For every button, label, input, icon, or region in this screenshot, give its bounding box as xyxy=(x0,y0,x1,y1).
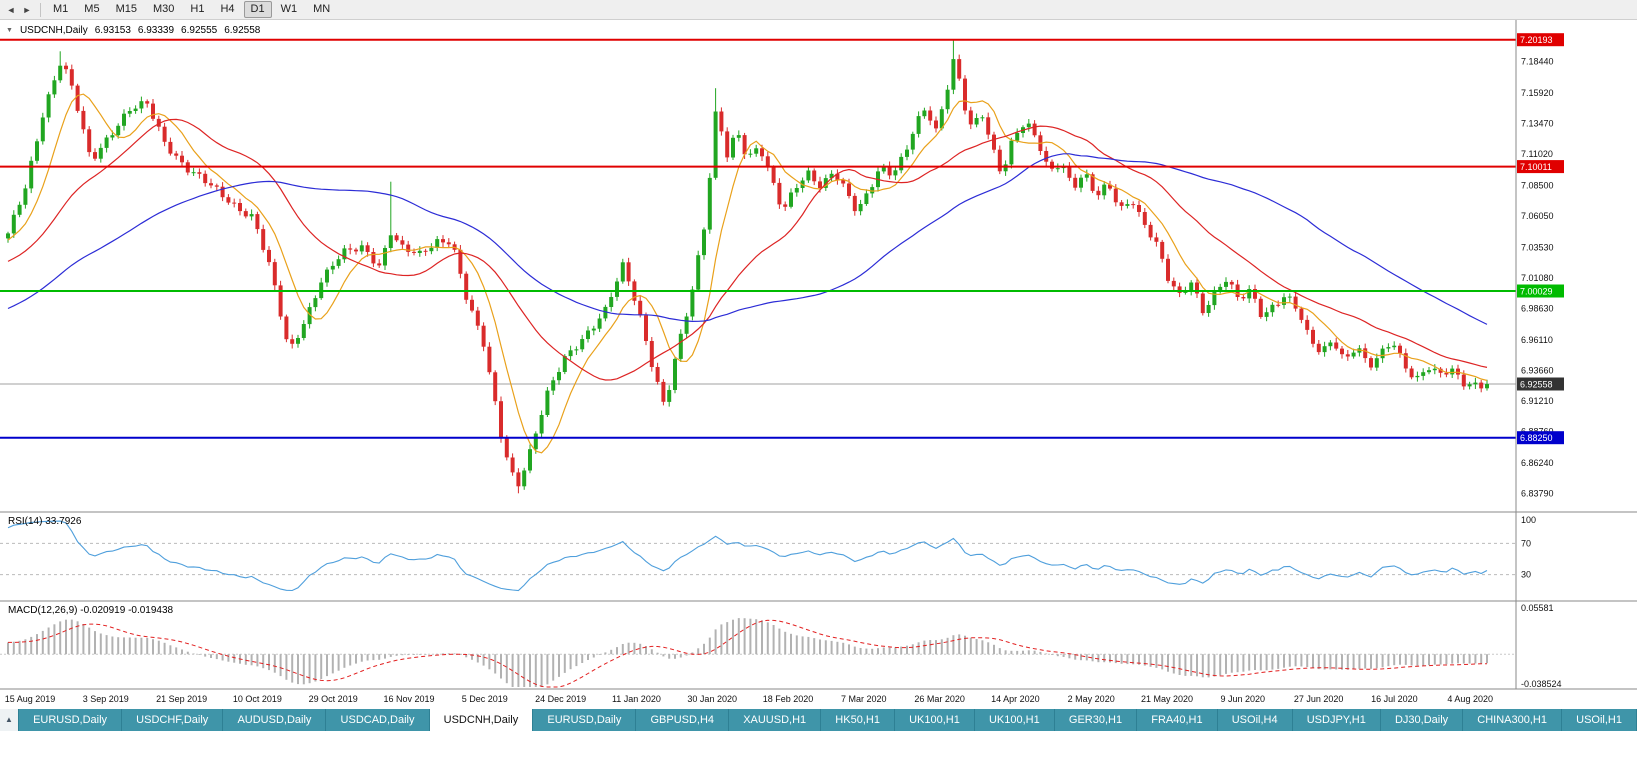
svg-text:24 Dec 2019: 24 Dec 2019 xyxy=(535,694,586,704)
svg-text:3 Sep 2019: 3 Sep 2019 xyxy=(83,694,129,704)
chart-tab-8[interactable]: XAUUSD,H1 xyxy=(729,709,822,731)
svg-text:27 Jun 2020: 27 Jun 2020 xyxy=(1294,694,1344,704)
svg-text:7.11020: 7.11020 xyxy=(1521,149,1553,159)
svg-text:6.96110: 6.96110 xyxy=(1521,335,1553,345)
chart-tab-10[interactable]: UK100,H1 xyxy=(895,709,975,731)
chart-tab-3[interactable]: AUDUSD,Daily xyxy=(223,709,327,731)
toolbar-separator xyxy=(40,2,41,17)
ma-mid-line xyxy=(7,118,1488,381)
svg-text:6.83790: 6.83790 xyxy=(1521,488,1554,498)
macd-panel: 0.05581 -0.038524 MACD(12,26,9) -0.020919 … xyxy=(0,603,1562,689)
chart-tab-12[interactable]: GER30,H1 xyxy=(1054,709,1138,731)
svg-text:21 May 2020: 21 May 2020 xyxy=(1141,694,1193,704)
svg-text:6.86240: 6.86240 xyxy=(1521,458,1554,468)
chart-tab-18[interactable]: USOil,H1 xyxy=(1562,709,1637,731)
svg-text:7.00029: 7.00029 xyxy=(1520,286,1553,296)
timeframe-button-m15[interactable]: M15 xyxy=(109,1,144,18)
chart-tab-7[interactable]: GBPUSD,H4 xyxy=(636,709,730,731)
chart-tab-17[interactable]: CHINA300,H1 xyxy=(1463,709,1563,731)
status-bar xyxy=(0,731,1637,762)
svg-text:14 Apr 2020: 14 Apr 2020 xyxy=(991,694,1040,704)
chart-tab-14[interactable]: USOil,H4 xyxy=(1217,709,1293,731)
candles-layer xyxy=(6,39,1489,494)
svg-text:9 Jun 2020: 9 Jun 2020 xyxy=(1221,694,1266,704)
svg-text:70: 70 xyxy=(1521,538,1531,548)
svg-text:2 May 2020: 2 May 2020 xyxy=(1068,694,1115,704)
chart-forward-icon[interactable]: ► xyxy=(19,1,35,19)
chart-tab-1[interactable]: EURUSD,Daily xyxy=(19,709,123,731)
chart-tab-4[interactable]: USDCAD,Daily xyxy=(326,709,430,731)
timeframe-button-m30[interactable]: M30 xyxy=(146,1,181,18)
svg-text:6.98630: 6.98630 xyxy=(1521,303,1554,313)
price-axis[interactable]: 7.18440 7.15920 7.13470 7.11020 7.08500 7.060… xyxy=(1517,33,1564,498)
chart-tab-11[interactable]: UK100,H1 xyxy=(974,709,1055,731)
svg-text:15 Aug 2019: 15 Aug 2019 xyxy=(5,694,56,704)
svg-text:-0.038524: -0.038524 xyxy=(1521,679,1562,689)
svg-text:30: 30 xyxy=(1521,570,1531,580)
top-toolbar: ◄ ► M1 M5 M15 M30 H1 H4 D1 W1 MN xyxy=(0,0,1637,20)
timeframe-button-mn[interactable]: MN xyxy=(306,1,337,18)
svg-text:10 Oct 2019: 10 Oct 2019 xyxy=(233,694,282,704)
svg-text:100: 100 xyxy=(1521,515,1536,525)
timeframe-button-h4[interactable]: H4 xyxy=(213,1,241,18)
svg-text:7.06050: 7.06050 xyxy=(1521,211,1554,221)
timeframe-button-m1[interactable]: M1 xyxy=(46,1,75,18)
svg-text:21 Sep 2019: 21 Sep 2019 xyxy=(156,694,207,704)
svg-text:7.03530: 7.03530 xyxy=(1521,242,1554,252)
rsi-line xyxy=(7,520,1488,592)
svg-text:7.01080: 7.01080 xyxy=(1521,273,1554,283)
time-axis[interactable]: 15 Aug 2019 3 Sep 2019 21 Sep 2019 10 Oct 2… xyxy=(5,694,1493,704)
timeframe-toolbar: M1 M5 M15 M30 H1 H4 D1 W1 MN xyxy=(46,1,337,18)
chart-tab-9[interactable]: HK50,H1 xyxy=(821,709,896,731)
collapse-chart-icon[interactable]: ▼ xyxy=(6,27,13,34)
chart-background xyxy=(0,20,1637,709)
svg-text:MACD(12,26,9) -0.020919 -0.019: MACD(12,26,9) -0.020919 -0.019438 xyxy=(8,605,174,616)
svg-text:5 Dec 2019: 5 Dec 2019 xyxy=(462,694,508,704)
chart-tabs: EURUSD,Daily USDCHF,Daily AUDUSD,Daily USDC… xyxy=(19,709,1637,731)
timeframe-button-h1[interactable]: H1 xyxy=(183,1,211,18)
tab-list-button[interactable]: ▲ xyxy=(0,709,19,731)
chart-back-icon[interactable]: ◄ xyxy=(3,1,19,19)
svg-text:30 Jan 2020: 30 Jan 2020 xyxy=(687,694,737,704)
rsi-panel: 100 70 30 RSI(14) 33.7926 xyxy=(0,515,1536,592)
svg-text:7.18440: 7.18440 xyxy=(1521,57,1554,67)
svg-text:18 Feb 2020: 18 Feb 2020 xyxy=(763,694,814,704)
timeframe-button-d1[interactable]: D1 xyxy=(243,1,272,18)
svg-text:16 Nov 2019: 16 Nov 2019 xyxy=(383,694,434,704)
timeframe-button-m5[interactable]: M5 xyxy=(77,1,106,18)
svg-text:7 Mar 2020: 7 Mar 2020 xyxy=(841,694,887,704)
svg-text:7.10011: 7.10011 xyxy=(1520,162,1552,172)
chart-tab-6[interactable]: EURUSD,Daily xyxy=(533,709,637,731)
macd-signal-line xyxy=(8,619,1488,688)
chart-tab-13[interactable]: FRA40,H1 xyxy=(1137,709,1218,731)
svg-text:29 Oct 2019: 29 Oct 2019 xyxy=(309,694,358,704)
chart-tab-2[interactable]: USDCHF,Daily xyxy=(122,709,224,731)
chart-tabbar: ▲ EURUSD,Daily USDCHF,Daily AUDUSD,Daily US… xyxy=(0,709,1637,731)
svg-text:11 Jan 2020: 11 Jan 2020 xyxy=(612,694,661,704)
chart-tab-16[interactable]: DJ30,Daily xyxy=(1380,709,1464,731)
chart-tab-5[interactable]: USDCNH,Daily xyxy=(429,709,534,731)
svg-text:6.88250: 6.88250 xyxy=(1520,433,1553,443)
svg-text:0.05581: 0.05581 xyxy=(1521,603,1554,613)
svg-text:7.08500: 7.08500 xyxy=(1521,180,1554,190)
svg-text:7.15920: 7.15920 xyxy=(1521,88,1554,98)
svg-text:6.92558: 6.92558 xyxy=(1520,380,1553,390)
ma-slow-line xyxy=(7,153,1488,325)
svg-text:RSI(14) 33.7926: RSI(14) 33.7926 xyxy=(8,516,82,527)
chart-canvas[interactable]: 7.18440 7.15920 7.13470 7.11020 7.08500 7.060… xyxy=(0,20,1637,709)
svg-text:4 Aug 2020: 4 Aug 2020 xyxy=(1447,694,1493,704)
chart-tab-15[interactable]: USDJPY,H1 xyxy=(1292,709,1381,731)
svg-text:26 Mar 2020: 26 Mar 2020 xyxy=(914,694,965,704)
svg-text:6.91210: 6.91210 xyxy=(1521,396,1554,406)
ma-fast-line xyxy=(7,93,1488,454)
svg-text:7.13470: 7.13470 xyxy=(1521,118,1554,128)
svg-text:7.20193: 7.20193 xyxy=(1520,35,1553,45)
chart-window: 7.18440 7.15920 7.13470 7.11020 7.08500 7.060… xyxy=(0,20,1637,709)
svg-text:16 Jul 2020: 16 Jul 2020 xyxy=(1371,694,1418,704)
svg-text:6.93660: 6.93660 xyxy=(1521,365,1554,375)
timeframe-button-w1[interactable]: W1 xyxy=(274,1,305,18)
